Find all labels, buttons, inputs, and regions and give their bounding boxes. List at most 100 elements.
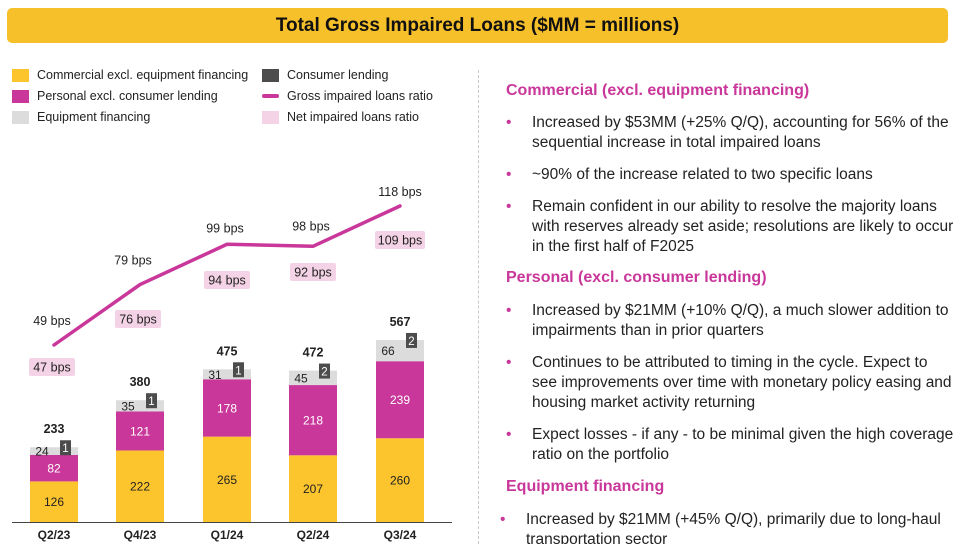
impaired-loans-chart: 126 82 24 1 233 Q2/23 222 121 35 1 380 Q4/23 265 178 3… (12, 185, 452, 542)
x-tick-label-Q2/23: Q2/23 (38, 528, 71, 542)
bar-label-consumer-Q3/24: 2 (408, 336, 414, 348)
bar-equipment-Q4/23 (116, 400, 164, 412)
bar-label-commercial-Q1/24: 265 (217, 473, 237, 487)
legend-label-equipment: Equipment financing (37, 110, 151, 124)
bar-total-Q2/24: 472 (303, 346, 324, 360)
net-ratio-box-Q1/24 (204, 271, 250, 289)
bullet-text: Continues to be attributed to timing in … (532, 354, 952, 411)
net-ratio-label-Q3/24: 109 bps (378, 234, 422, 248)
legend-swatch-commercial (12, 68, 29, 82)
legend-swatch-personal (12, 89, 29, 103)
bar-label-equipment-Q2/23: 24 (35, 445, 49, 459)
x-tick-label-Q2/24: Q2/24 (297, 528, 330, 542)
bar-personal-Q4/23 (116, 411, 164, 451)
bar-label-personal-Q4/23: 121 (130, 424, 150, 438)
bullet-text: Increased by $21MM (+45% Q/Q), primarily… (526, 511, 941, 544)
bar-label-commercial-Q3/24: 260 (390, 474, 410, 488)
gross-ratio-label-Q4/23: 79 bps (114, 254, 152, 268)
bullet-dot: • (506, 426, 512, 443)
legend-swatch-gross (262, 94, 279, 98)
legend-label-commercial: Commercial excl. equipment financing (37, 68, 249, 82)
gross-ratio-line (52, 204, 402, 347)
bar-equipment-Q1/24 (203, 369, 251, 380)
bar-total-Q4/23: 380 (130, 375, 151, 389)
bullet-dot: • (506, 354, 512, 371)
bar-commercial-Q4/23 (116, 450, 164, 522)
net-ratio-box-Q2/23 (29, 358, 75, 376)
bar-label-personal-Q2/24: 218 (303, 414, 323, 428)
bullet-dot: • (506, 302, 512, 319)
bar-label-commercial-Q4/23: 222 (130, 480, 150, 494)
bar-consumer-Q4/23 (146, 393, 157, 409)
net-ratio-box-Q2/24 (290, 263, 336, 281)
bar-consumer-Q1/24 (233, 362, 244, 378)
bar-consumer-Q3/24 (406, 332, 417, 348)
bar-label-equipment-Q4/23: 35 (121, 399, 135, 413)
section-heading-equipment: Equipment financing (506, 478, 665, 495)
bar-label-equipment-Q1/24: 31 (208, 368, 222, 382)
bar-total-Q3/24: 567 (390, 315, 411, 329)
net-ratio-label-Q4/23: 76 bps (119, 313, 157, 327)
bar-commercial-Q3/24 (376, 438, 424, 522)
bar-commercial-Q2/24 (289, 455, 337, 522)
net-ratio-box-Q4/23 (115, 310, 161, 328)
gross-ratio-label-Q3/24: 118 bps (378, 185, 422, 199)
bar-label-commercial-Q2/24: 207 (303, 482, 323, 496)
bar-total-Q2/23: 233 (44, 422, 65, 436)
bar-label-personal-Q2/23: 82 (47, 462, 61, 476)
legend-label-personal: Personal excl. consumer lending (37, 89, 218, 103)
bar-label-consumer-Q1/24: 1 (235, 365, 241, 377)
bar-label-consumer-Q2/24: 2 (321, 367, 327, 379)
bar-personal-Q3/24 (376, 361, 424, 439)
bullet-personal-3: • Expect losses - if any - to be minimal… (506, 425, 956, 465)
legend-label-consumer: Consumer lending (287, 68, 389, 82)
bar-commercial-Q1/24 (203, 436, 251, 522)
bar-personal-Q1/24 (203, 379, 251, 437)
bullet-personal-1: • Increased by $21MM (+10% Q/Q), a much … (506, 301, 956, 341)
bullet-commercial-2: • ~90% of the increase related to two sp… (506, 165, 956, 185)
column-divider (478, 70, 479, 544)
gross-ratio-label-Q2/24: 98 bps (292, 219, 330, 233)
section-heading-personal: Personal (excl. consumer lending) (506, 269, 767, 286)
x-tick-label-Q3/24: Q3/24 (384, 528, 417, 542)
bar-label-personal-Q3/24: 239 (390, 393, 410, 407)
x-tick-label-Q4/23: Q4/23 (124, 528, 157, 542)
legend-label-gross: Gross impaired loans ratio (287, 89, 433, 103)
bar-label-equipment-Q2/24: 45 (294, 371, 308, 385)
bullet-text: Expect losses - if any - to be minimal g… (532, 426, 954, 463)
bar-consumer-Q2/23 (60, 440, 71, 456)
gross-ratio-label-Q2/23: 49 bps (33, 314, 71, 328)
x-tick-label-Q1/24: Q1/24 (211, 528, 244, 542)
title-bar: Total Gross Impaired Loans ($MM = millio… (7, 8, 948, 43)
bar-commercial-Q2/23 (30, 481, 78, 522)
section-heading-commercial: Commercial (excl. equipment financing) (506, 82, 810, 99)
net-ratio-label-Q2/24: 92 bps (294, 266, 332, 280)
bullet-equipment-1: • Increased by $21MM (+45% Q/Q), primari… (500, 510, 950, 544)
net-ratio-box-Q3/24 (375, 231, 425, 249)
bullet-dot: • (506, 198, 512, 215)
bullet-commercial-1: • Increased by $53MM (+25% Q/Q), account… (506, 113, 956, 153)
bullet-dot: • (506, 114, 512, 131)
legend-personal: Personal excl. consumer lending (12, 89, 218, 103)
bar-equipment-Q2/23 (30, 447, 78, 455)
net-ratio-label-Q2/23: 47 bps (33, 361, 71, 375)
legend-label-net: Net impaired loans ratio (287, 110, 420, 124)
bar-total-Q1/24: 475 (217, 344, 238, 358)
gross-ratio-label-Q1/24: 99 bps (206, 221, 244, 235)
bullet-text: Increased by $53MM (+25% Q/Q), accountin… (532, 114, 949, 151)
bullet-dot: • (500, 511, 506, 528)
bullet-text: Increased by $21MM (+10% Q/Q), a much sl… (532, 302, 949, 339)
bullet-commercial-3: • Remain confident in our ability to res… (506, 197, 956, 257)
legend-swatch-net (262, 110, 279, 124)
bar-label-personal-Q1/24: 178 (217, 401, 237, 415)
bullet-personal-2: • Continues to be attributed to timing i… (506, 353, 956, 413)
legend-commercial: Commercial excl. equipment financing (12, 68, 248, 82)
legend-net: Net impaired loans ratio (262, 110, 419, 124)
bar-label-consumer-Q2/23: 1 (62, 443, 68, 455)
bar-personal-Q2/24 (289, 385, 337, 456)
legend-consumer: Consumer lending (262, 68, 388, 82)
page-title: Total Gross Impaired Loans ($MM = millio… (275, 14, 680, 36)
bar-label-consumer-Q4/23: 1 (148, 396, 154, 408)
bullet-text: ~90% of the increase related to two spec… (532, 166, 873, 183)
bar-label-equipment-Q3/24: 66 (381, 344, 395, 358)
